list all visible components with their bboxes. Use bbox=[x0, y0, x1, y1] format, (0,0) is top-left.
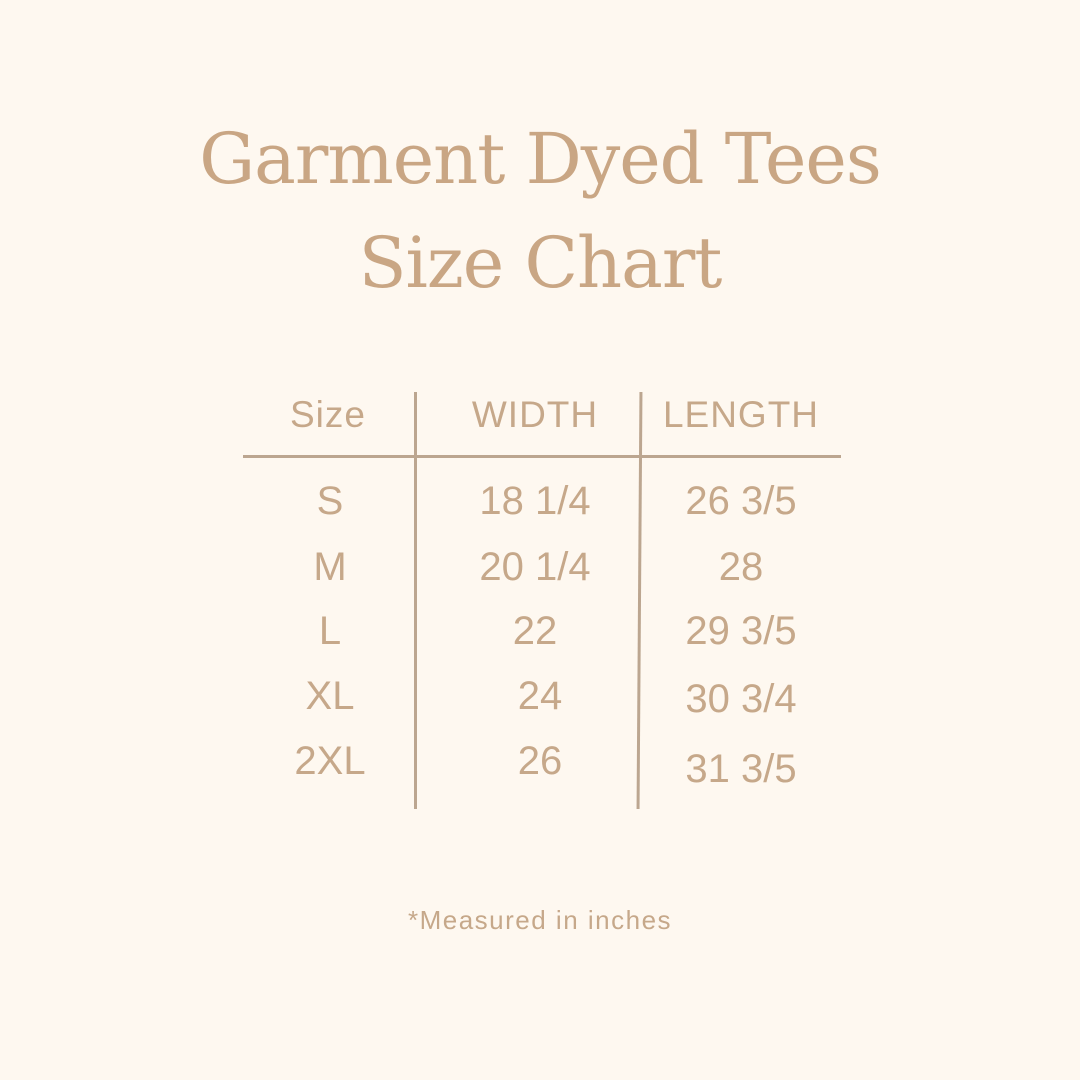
column-divider-1 bbox=[414, 392, 417, 809]
cell-width: 26 bbox=[517, 739, 563, 783]
cell-width: 24 bbox=[517, 674, 563, 718]
cell-width: 18 1/4 bbox=[479, 479, 591, 523]
header-length: LENGTH bbox=[662, 394, 820, 435]
header-divider bbox=[243, 455, 841, 458]
measurement-note: *Measured in inches bbox=[407, 905, 673, 935]
header-width: WIDTH bbox=[471, 394, 599, 435]
header-size: Size bbox=[290, 394, 366, 435]
cell-length: 29 3/5 bbox=[685, 609, 797, 653]
cell-size: 2XL bbox=[294, 739, 366, 783]
cell-length: 30 3/4 bbox=[685, 677, 797, 721]
cell-size: S bbox=[316, 479, 344, 523]
cell-length: 31 3/5 bbox=[685, 747, 797, 791]
cell-length: 26 3/5 bbox=[685, 479, 797, 523]
cell-size: M bbox=[313, 545, 347, 589]
cell-size: L bbox=[318, 609, 342, 653]
cell-size: XL bbox=[305, 674, 355, 718]
cell-length: 28 bbox=[718, 545, 764, 589]
cell-width: 22 bbox=[512, 609, 558, 653]
cell-width: 20 1/4 bbox=[479, 545, 591, 589]
title-line-2: Size Chart bbox=[358, 222, 723, 304]
title-line-1: Garment Dyed Tees bbox=[199, 118, 882, 200]
